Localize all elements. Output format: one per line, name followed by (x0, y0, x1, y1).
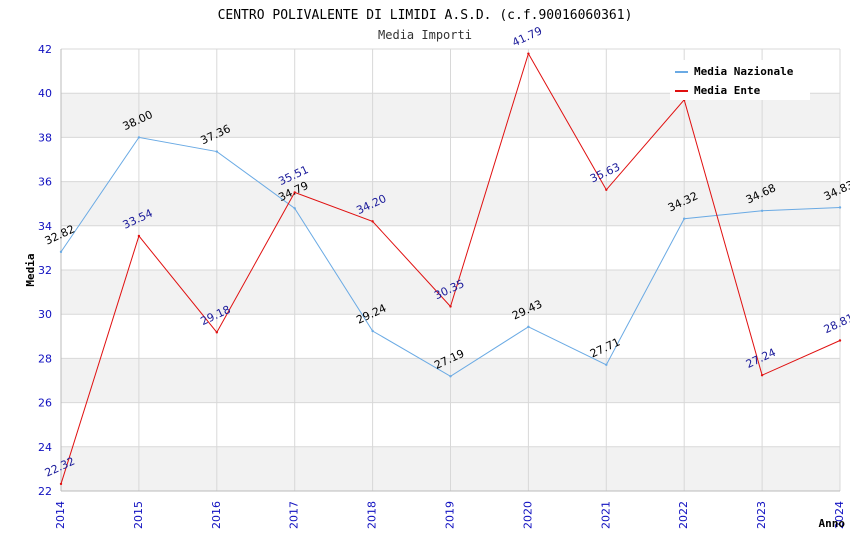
legend: Media Nazionale Media Ente (670, 60, 810, 100)
data-point (59, 250, 63, 254)
x-tick-label: 2019 (444, 501, 457, 529)
x-tick-label: 2017 (288, 501, 301, 529)
data-label: 27.71 (588, 335, 622, 360)
y-tick-label: 28 (38, 352, 52, 365)
x-tick-label: 2018 (366, 501, 379, 529)
data-point (683, 217, 686, 220)
data-point (215, 331, 218, 334)
y-axis-ticks: 22 24 26 28 30 32 34 36 38 40 42 (38, 43, 52, 498)
x-tick-label: 2015 (132, 501, 145, 529)
chart-subtitle: Media Importi (378, 28, 472, 42)
data-point (605, 363, 608, 367)
data-point (293, 191, 296, 194)
data-point (59, 482, 63, 486)
y-tick-label: 22 (38, 485, 52, 498)
y-tick-label: 34 (38, 220, 52, 233)
x-axis-label: Anno (819, 517, 846, 530)
data-point (137, 234, 141, 238)
data-point (605, 188, 608, 191)
x-tick-label: 2014 (54, 501, 67, 529)
x-tick-label: 2021 (599, 501, 612, 529)
y-tick-label: 36 (38, 176, 52, 189)
data-label: 41.79 (510, 24, 544, 49)
x-axis-ticks: 2014 2015 2016 2017 2018 2019 2020 2021 2022 2023… (54, 501, 846, 529)
data-point (215, 150, 218, 153)
data-point (838, 206, 842, 209)
y-tick-label: 26 (38, 397, 52, 410)
x-tick-label: 2020 (521, 501, 534, 529)
data-point (293, 207, 296, 210)
y-tick-label: 38 (38, 131, 52, 144)
data-point (449, 375, 452, 378)
data-point (449, 305, 452, 308)
data-point (527, 325, 530, 328)
data-point (838, 339, 842, 342)
data-point (371, 329, 374, 333)
y-tick-label: 32 (38, 264, 52, 277)
data-point (760, 209, 764, 212)
chart-title: CENTRO POLIVALENTE DI LIMIDI A.S.D. (c.f… (218, 8, 633, 23)
data-point (371, 220, 374, 223)
y-axis-label: Media (24, 253, 37, 286)
y-tick-label: 42 (38, 43, 52, 56)
y-tick-label: 40 (38, 87, 52, 100)
series-lines (59, 52, 842, 486)
x-tick-label: 2022 (677, 501, 690, 529)
grid-lines (60, 48, 841, 492)
y-tick-label: 30 (38, 308, 52, 321)
data-point (137, 136, 141, 139)
x-tick-label: 2016 (210, 501, 223, 529)
data-point (760, 373, 764, 377)
x-tick-label: 2023 (755, 501, 768, 529)
y-tick-label: 24 (38, 441, 52, 454)
legend-box (670, 60, 810, 100)
legend-label-nazionale: Media Nazionale (694, 65, 794, 78)
x-tick-label: 2024 (833, 501, 846, 529)
data-label: 28.81 (822, 311, 850, 336)
legend-label-ente: Media Ente (694, 84, 761, 97)
data-point (527, 52, 530, 55)
